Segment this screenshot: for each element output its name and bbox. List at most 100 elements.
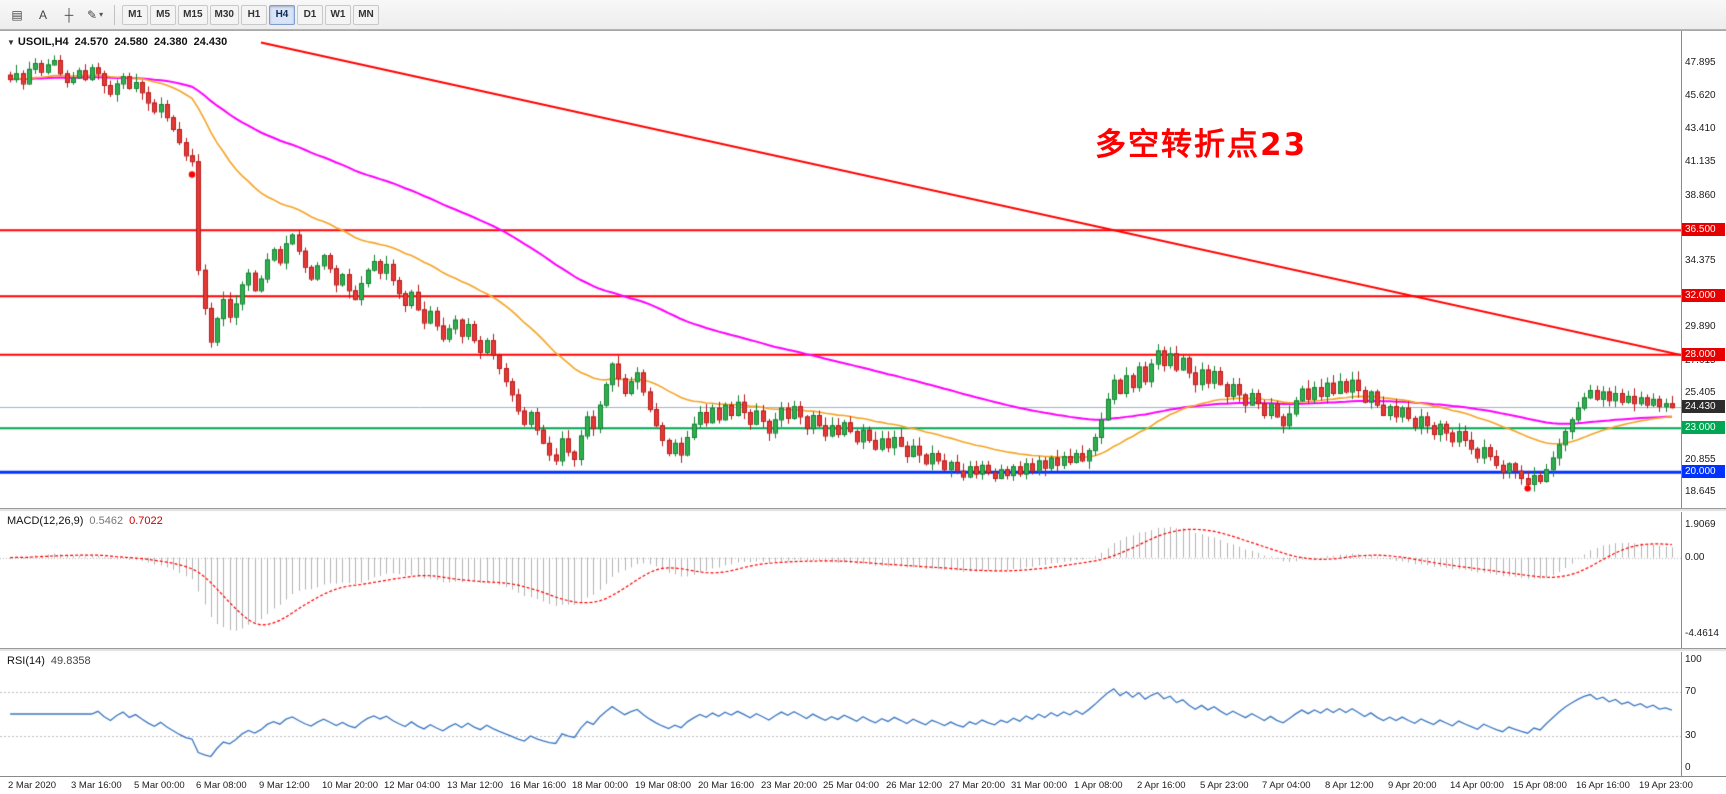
macd-scale-max: 1.9069 xyxy=(1685,519,1716,530)
time-axis-label: 19 Mar 08:00 xyxy=(635,780,691,791)
time-axis-label: 13 Mar 12:00 xyxy=(447,780,503,791)
close-value: 24.430 xyxy=(193,36,228,48)
panel-separator[interactable] xyxy=(0,648,1726,652)
time-axis-label: 18 Mar 00:00 xyxy=(572,780,628,791)
price-axis-label: 20.855 xyxy=(1685,453,1716,465)
rsi-scale-70: 70 xyxy=(1685,686,1697,697)
price-chart-canvas[interactable] xyxy=(0,31,1682,508)
crosshair-tool-icon: ┼ xyxy=(64,7,74,22)
price-axis[interactable]: 47.895 45.620 43.410 41.135 38.860 34.375 29.8… xyxy=(1681,31,1726,508)
open-value: 24.570 xyxy=(74,36,109,48)
time-axis-label: 10 Mar 20:00 xyxy=(322,780,378,791)
rsi-scale-30: 30 xyxy=(1685,730,1697,741)
toolbar: ▤ A ┼ ✎ ▾ M1 M5 M15 M30 H1 H4 D1 W1 MN xyxy=(0,0,1726,30)
text-label-tool-icon: A xyxy=(38,7,47,22)
rsi-scale-0: 0 xyxy=(1685,762,1691,773)
timeframe-w1-button[interactable]: W1 xyxy=(324,4,351,25)
price-axis-label: 38.860 xyxy=(1685,189,1716,201)
level-price-tag: 23.000 xyxy=(1682,421,1725,435)
caret-down-icon: ▾ xyxy=(99,10,104,19)
price-axis-label: 45.620 xyxy=(1685,90,1716,102)
timeframe-mn-button[interactable]: MN xyxy=(352,4,379,25)
rsi-scale-100: 100 xyxy=(1685,654,1702,665)
rsi-value: 49.8358 xyxy=(50,655,91,667)
chart-title: ▼ USOIL,H4 24.570 24.580 24.380 24.430 xyxy=(7,36,227,48)
time-axis-label: 7 Apr 04:00 xyxy=(1262,780,1311,791)
macd-scale-zero: 0.00 xyxy=(1685,552,1705,563)
chart-windows-button[interactable]: ▤ xyxy=(5,4,29,26)
draw-tools-dropdown-icon: ✎ xyxy=(87,7,98,22)
timeframe-buttons: M1 M5 M15 M30 H1 H4 D1 W1 MN xyxy=(121,4,380,25)
price-axis-label: 43.410 xyxy=(1685,122,1716,134)
time-axis-label: 2 Mar 2020 xyxy=(8,780,57,791)
rsi-indicator-name: RSI(14) xyxy=(7,655,45,667)
macd-indicator-name: MACD(12,26,9) xyxy=(7,515,84,527)
macd-canvas[interactable] xyxy=(0,512,1682,648)
macd-main-value: 0.5462 xyxy=(89,515,124,527)
low-value: 24.380 xyxy=(153,36,188,48)
chevron-down-icon[interactable]: ▼ xyxy=(7,38,15,47)
price-axis-label: 47.895 xyxy=(1685,57,1716,69)
time-axis-label: 1 Apr 08:00 xyxy=(1074,780,1123,791)
timeframe-d1-button[interactable]: D1 xyxy=(296,4,323,25)
macd-axis: 1.9069 0.00 -4.4614 xyxy=(1681,512,1726,648)
price-axis-label: 34.375 xyxy=(1685,255,1716,267)
time-axis-label: 9 Apr 20:00 xyxy=(1388,780,1437,791)
high-value: 24.580 xyxy=(114,36,148,48)
main-chart-panel: ▼ USOIL,H4 24.570 24.580 24.380 24.430 多空转折点2… xyxy=(0,30,1726,508)
rsi-label: RSI(14) 49.8358 xyxy=(7,655,91,667)
toolbar-separator xyxy=(114,4,116,25)
time-axis-label: 23 Mar 20:00 xyxy=(761,780,817,791)
price-axis-label: 18.645 xyxy=(1685,486,1716,498)
timeframe-m30-button[interactable]: M30 xyxy=(209,4,239,25)
current-price-tag: 24.430 xyxy=(1682,400,1725,414)
level-price-tag: 20.000 xyxy=(1682,465,1725,479)
toolbar-tools: ▤ A ┼ ✎ ▾ xyxy=(4,4,108,26)
time-axis-label: 6 Mar 08:00 xyxy=(196,780,247,791)
macd-label: MACD(12,26,9) 0.5462 0.7022 xyxy=(7,515,163,527)
panel-separator[interactable] xyxy=(0,508,1726,512)
time-axis-label: 16 Mar 16:00 xyxy=(510,780,566,791)
price-axis-label: 41.135 xyxy=(1685,156,1716,168)
time-axis-label: 12 Mar 04:00 xyxy=(384,780,440,791)
time-axis-label: 5 Mar 00:00 xyxy=(134,780,185,791)
time-axis-label: 19 Apr 23:00 xyxy=(1639,780,1693,791)
text-label-tool-button[interactable]: A xyxy=(31,4,55,26)
level-price-tag: 36.500 xyxy=(1682,223,1725,237)
chart-annotation-text[interactable]: 多空转折点23 xyxy=(1095,127,1308,163)
time-axis-label: 15 Apr 08:00 xyxy=(1513,780,1567,791)
time-axis-label: 25 Mar 04:00 xyxy=(823,780,879,791)
time-axis-label: 27 Mar 20:00 xyxy=(949,780,1005,791)
timeframe-m1-button[interactable]: M1 xyxy=(122,4,149,25)
time-axis-label: 8 Apr 12:00 xyxy=(1325,780,1374,791)
time-axis-label: 2 Apr 16:00 xyxy=(1137,780,1186,791)
level-price-tag: 28.000 xyxy=(1682,347,1725,361)
symbol-period-label: USOIL,H4 xyxy=(17,36,69,48)
price-axis-label: 25.405 xyxy=(1685,386,1716,398)
macd-signal-value: 0.7022 xyxy=(129,515,163,527)
timeframe-h4-button[interactable]: H4 xyxy=(268,4,295,25)
crosshair-tool-button[interactable]: ┼ xyxy=(57,4,81,26)
time-axis-label: 20 Mar 16:00 xyxy=(698,780,754,791)
timeframe-m15-button[interactable]: M15 xyxy=(178,4,208,25)
time-axis-label: 3 Mar 16:00 xyxy=(71,780,122,791)
level-price-tag: 32.000 xyxy=(1682,289,1725,303)
macd-scale-min: -4.4614 xyxy=(1685,628,1719,639)
chart-windows-icon: ▤ xyxy=(11,7,23,22)
rsi-panel: RSI(14) 49.8358 100 70 30 0 xyxy=(0,652,1726,776)
time-axis-label: 16 Apr 16:00 xyxy=(1576,780,1630,791)
draw-tools-dropdown-button[interactable]: ✎ ▾ xyxy=(83,4,107,26)
time-axis-label: 14 Apr 00:00 xyxy=(1450,780,1504,791)
rsi-axis: 100 70 30 0 xyxy=(1681,652,1726,776)
time-axis[interactable]: 2 Mar 2020 3 Mar 16:00 5 Mar 00:00 6 Mar 08… xyxy=(0,776,1726,794)
timeframe-m5-button[interactable]: M5 xyxy=(150,4,177,25)
macd-panel: MACD(12,26,9) 0.5462 0.7022 1.9069 0.00 -4… xyxy=(0,512,1726,648)
time-axis-label: 26 Mar 12:00 xyxy=(886,780,942,791)
time-axis-label: 31 Mar 00:00 xyxy=(1011,780,1067,791)
timeframe-h1-button[interactable]: H1 xyxy=(240,4,267,25)
price-axis-label: 29.890 xyxy=(1685,321,1716,333)
time-axis-label: 9 Mar 12:00 xyxy=(259,780,310,791)
rsi-canvas[interactable] xyxy=(0,652,1682,776)
time-axis-label: 5 Apr 23:00 xyxy=(1200,780,1249,791)
